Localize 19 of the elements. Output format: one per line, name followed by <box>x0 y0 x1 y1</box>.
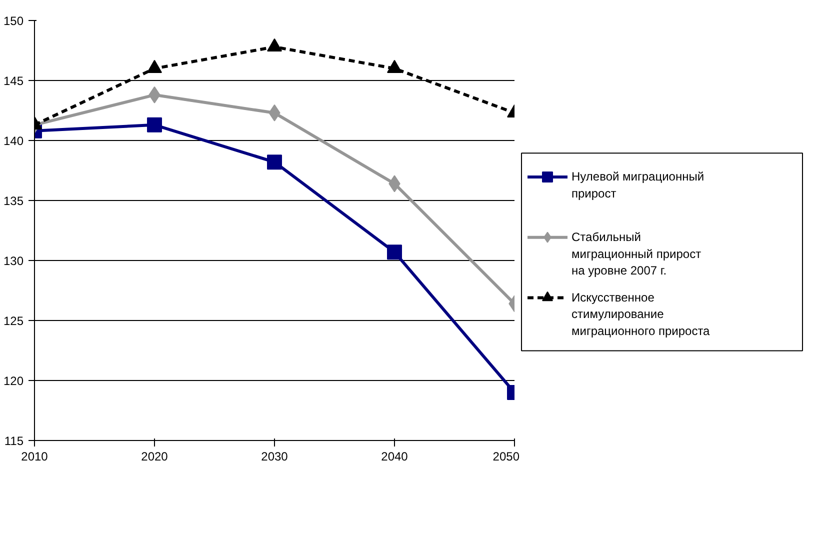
point <box>267 154 282 170</box>
y-tick-label: 130 <box>3 254 24 268</box>
x-tick-label: 2010 <box>21 450 48 464</box>
y-tick-label: 140 <box>3 134 24 148</box>
x-tick-label: 2030 <box>261 450 288 464</box>
y-tick-label: 125 <box>3 314 24 328</box>
legend-label: Стабильный миграционный прирост на уровне 2007 г. <box>572 230 702 278</box>
y-tick-label: 120 <box>3 374 24 388</box>
y-tick-label: 150 <box>3 14 24 28</box>
point <box>387 244 402 260</box>
legend-label: Искусственное стимулирование миграционного прироста <box>572 290 710 338</box>
x-tick-label: 2040 <box>381 450 408 464</box>
y-tick-label: 115 <box>4 434 24 448</box>
legend-label: Нулевой миграционный прирост <box>572 170 704 200</box>
x-tick-label: 2050 <box>492 450 520 464</box>
x-tick-label: 2020 <box>141 450 168 464</box>
y-tick-label: 135 <box>3 194 24 208</box>
point <box>147 117 162 132</box>
y-tick-label: 145 <box>3 74 24 88</box>
